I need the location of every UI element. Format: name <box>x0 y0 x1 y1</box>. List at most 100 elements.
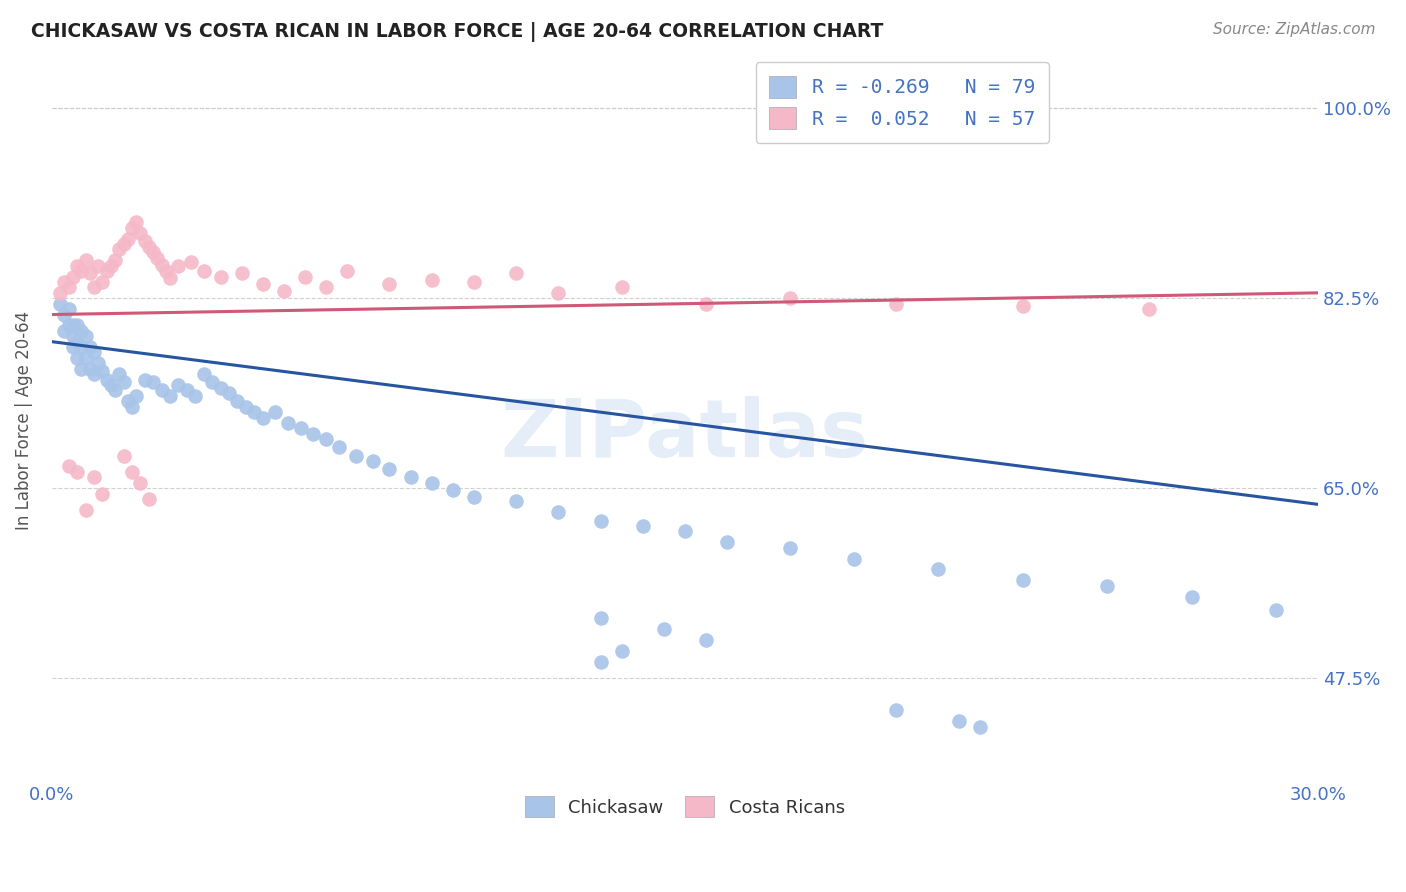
Costa Ricans <box>53 275 76 289</box>
Costa Ricans <box>129 226 152 240</box>
Costa Ricans <box>146 251 169 265</box>
Chickasaw <box>652 622 675 636</box>
Chickasaw <box>53 324 76 338</box>
Chickasaw <box>589 655 612 669</box>
Chickasaw <box>62 329 84 343</box>
Costa Ricans <box>83 470 105 484</box>
Chickasaw <box>75 351 97 365</box>
Costa Ricans <box>231 266 253 280</box>
Chickasaw <box>1095 579 1118 593</box>
Chickasaw <box>277 416 299 430</box>
Chickasaw <box>167 378 190 392</box>
Chickasaw <box>547 505 569 519</box>
Chickasaw <box>969 720 991 734</box>
Chickasaw <box>399 470 422 484</box>
Costa Ricans <box>121 465 143 479</box>
Costa Ricans <box>167 259 190 273</box>
Costa Ricans <box>91 275 114 289</box>
Costa Ricans <box>610 280 633 294</box>
Chickasaw <box>302 426 325 441</box>
Chickasaw <box>235 400 257 414</box>
Costa Ricans <box>142 244 165 259</box>
Chickasaw <box>589 514 612 528</box>
Chickasaw <box>505 494 527 508</box>
Chickasaw <box>361 454 384 468</box>
Y-axis label: In Labor Force | Age 20-64: In Labor Force | Age 20-64 <box>15 310 32 530</box>
Chickasaw <box>184 389 207 403</box>
Costa Ricans <box>252 277 274 292</box>
Chickasaw <box>112 375 135 389</box>
Chickasaw <box>1011 574 1033 588</box>
Costa Ricans <box>315 280 337 294</box>
Chickasaw <box>91 364 114 378</box>
Costa Ricans <box>378 277 401 292</box>
Costa Ricans <box>108 243 131 257</box>
Chickasaw <box>70 361 93 376</box>
Costa Ricans <box>66 259 89 273</box>
Chickasaw <box>948 714 970 729</box>
Costa Ricans <box>79 266 101 280</box>
Costa Ricans <box>463 275 485 289</box>
Costa Ricans <box>58 459 80 474</box>
Costa Ricans <box>87 259 110 273</box>
Chickasaw <box>104 384 127 398</box>
Costa Ricans <box>273 284 295 298</box>
Costa Ricans <box>62 269 84 284</box>
Costa Ricans <box>75 503 97 517</box>
Chickasaw <box>117 394 139 409</box>
Costa Ricans <box>58 280 80 294</box>
Costa Ricans <box>193 264 215 278</box>
Chickasaw <box>159 389 181 403</box>
Chickasaw <box>716 535 738 549</box>
Chickasaw <box>79 361 101 376</box>
Chickasaw <box>441 483 464 498</box>
Costa Ricans <box>117 231 139 245</box>
Chickasaw <box>226 394 249 409</box>
Text: ZIPatlas: ZIPatlas <box>501 396 869 474</box>
Costa Ricans <box>104 253 127 268</box>
Costa Ricans <box>83 280 105 294</box>
Chickasaw <box>315 432 337 446</box>
Chickasaw <box>344 449 367 463</box>
Chickasaw <box>83 367 105 381</box>
Chickasaw <box>842 551 865 566</box>
Chickasaw <box>1264 602 1286 616</box>
Chickasaw <box>49 296 72 310</box>
Chickasaw <box>264 405 287 419</box>
Costa Ricans <box>884 296 907 310</box>
Chickasaw <box>70 340 93 354</box>
Costa Ricans <box>134 234 156 248</box>
Chickasaw <box>252 410 274 425</box>
Costa Ricans <box>547 285 569 300</box>
Chickasaw <box>100 378 122 392</box>
Chickasaw <box>150 384 173 398</box>
Chickasaw <box>121 400 143 414</box>
Chickasaw <box>134 373 156 387</box>
Costa Ricans <box>180 255 202 269</box>
Chickasaw <box>62 318 84 333</box>
Costa Ricans <box>150 258 173 272</box>
Chickasaw <box>87 356 110 370</box>
Costa Ricans <box>159 270 181 285</box>
Costa Ricans <box>209 269 232 284</box>
Costa Ricans <box>294 269 316 284</box>
Chickasaw <box>420 475 443 490</box>
Chickasaw <box>142 375 165 389</box>
Chickasaw <box>125 389 148 403</box>
Chickasaw <box>66 318 89 333</box>
Costa Ricans <box>91 486 114 500</box>
Chickasaw <box>83 345 105 359</box>
Chickasaw <box>927 562 949 576</box>
Chickasaw <box>58 318 80 333</box>
Chickasaw <box>209 381 232 395</box>
Chickasaw <box>610 644 633 658</box>
Chickasaw <box>1180 590 1202 604</box>
Costa Ricans <box>100 259 122 273</box>
Chickasaw <box>66 351 89 365</box>
Chickasaw <box>779 541 801 555</box>
Costa Ricans <box>420 273 443 287</box>
Costa Ricans <box>125 215 148 229</box>
Chickasaw <box>201 375 224 389</box>
Costa Ricans <box>121 220 143 235</box>
Chickasaw <box>193 367 215 381</box>
